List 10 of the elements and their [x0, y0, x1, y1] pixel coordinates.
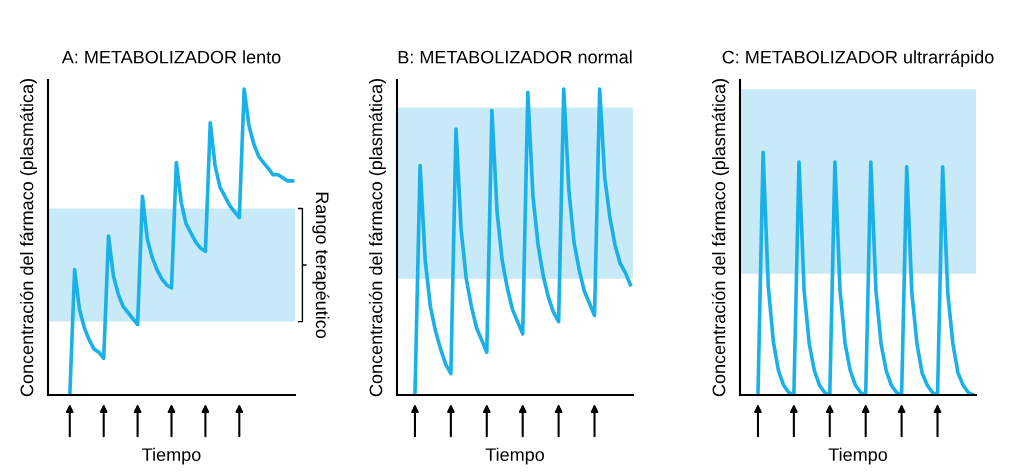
x-axis-title: Tiempo — [485, 447, 545, 465]
chart-title: C: METABOLIZADOR ultrarrápido — [722, 50, 994, 68]
x-axis-title: Tiempo — [828, 447, 888, 465]
y-axis-title: Concentración del fármaco (plasmática) — [368, 79, 386, 397]
chart-title: A: METABOLIZADOR lento — [61, 50, 281, 64]
y-axis-title: Concentración del fármaco (plasmática) — [711, 79, 729, 397]
x-axis-title: Tiempo — [142, 447, 201, 465]
chart-title: B: METABOLIZADOR normal — [398, 50, 632, 64]
y-axis-title: Concentración del fármaco (plasmática) — [19, 79, 37, 397]
band-label: Rango terapéutico — [312, 192, 330, 339]
